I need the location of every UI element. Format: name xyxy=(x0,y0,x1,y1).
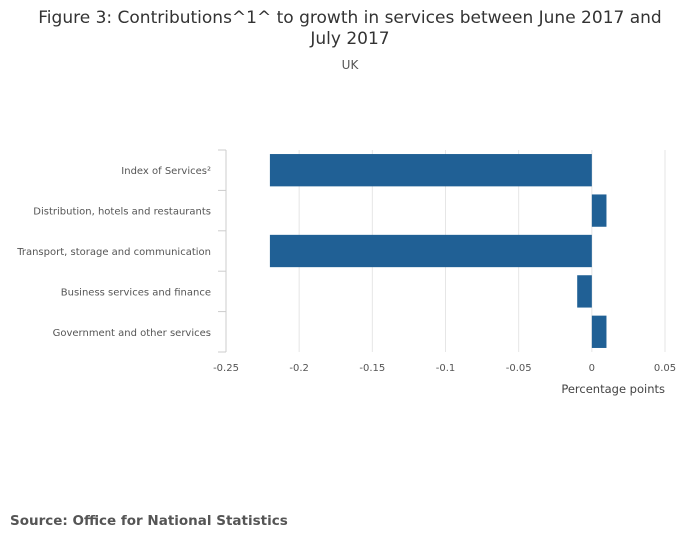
value-axis: -0.25 -0.2 -0.15 -0.1 -0.05 0 0.05 xyxy=(213,363,676,374)
chart-title-line-1: Figure 3: Contributions^1^ to growth in … xyxy=(38,8,662,28)
bars xyxy=(269,154,607,348)
y-tick-label: Distribution, hotels and restaurants xyxy=(33,207,211,218)
x-tick-label: -0.2 xyxy=(289,363,309,374)
y-tick-label: Index of Services² xyxy=(121,166,211,177)
category-axis: Index of Services² Distribution, hotels a… xyxy=(16,149,227,353)
x-tick-label: 0 xyxy=(589,363,595,374)
y-tick-label: Business services and finance xyxy=(61,287,211,298)
bar xyxy=(591,315,607,348)
y-tick-label: Transport, storage and communication xyxy=(16,247,211,258)
x-tick-label: -0.1 xyxy=(436,363,456,374)
x-tick-label: -0.05 xyxy=(506,363,532,374)
chart-subtitle: UK xyxy=(341,58,359,72)
bar xyxy=(269,234,592,268)
x-tick-label: 0.05 xyxy=(654,363,676,374)
chart-title-line-2: July 2017 xyxy=(310,29,390,49)
y-tick-label: Government and other services xyxy=(53,328,211,339)
x-tick-label: -0.25 xyxy=(213,363,239,374)
source-note: Source: Office for National Statistics xyxy=(10,513,288,529)
chart-title: Figure 3: Contributions^1^ to growth in … xyxy=(0,8,700,50)
bar xyxy=(269,154,592,187)
bar xyxy=(591,194,607,227)
x-axis-title: Percentage points xyxy=(561,382,665,396)
x-tick-label: -0.15 xyxy=(359,363,385,374)
bar xyxy=(577,275,592,308)
